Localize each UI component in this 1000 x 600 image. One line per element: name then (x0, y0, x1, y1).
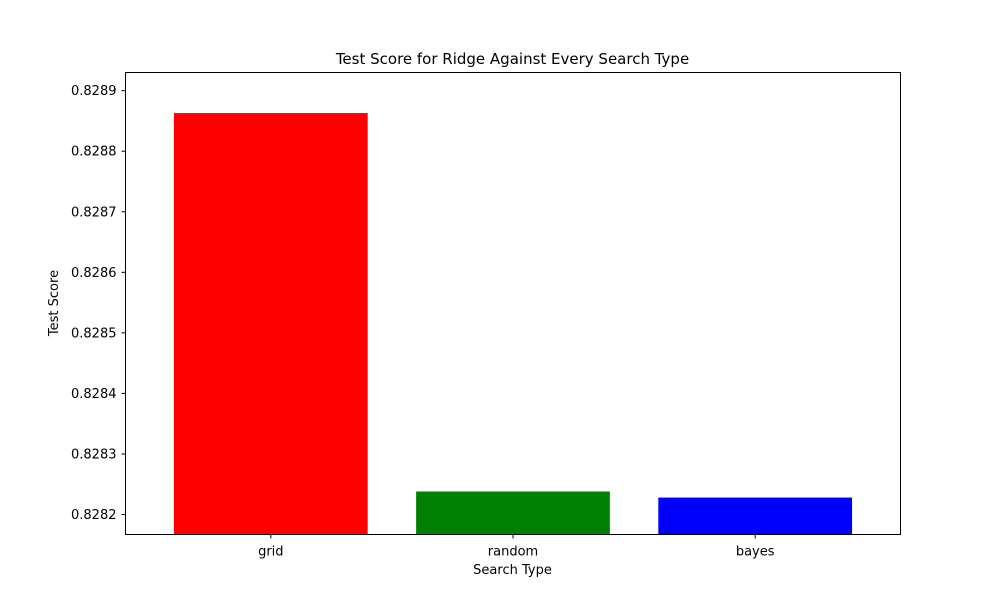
y-tick-label: 0.8287 (71, 205, 117, 220)
y-axis-label: Test Score (47, 270, 62, 337)
y-tick-label: 0.8285 (71, 326, 117, 341)
x-tick-label: bayes (736, 545, 775, 560)
y-tick-label: 0.8286 (71, 266, 117, 281)
y-tick-label: 0.8283 (71, 447, 117, 462)
y-tick-label: 0.8289 (71, 84, 117, 99)
bar-grid (173, 113, 368, 535)
x-axis-label: Search Type (473, 563, 552, 578)
y-tick-label: 0.8282 (71, 508, 117, 523)
bar-bayes (658, 497, 853, 535)
bars-group (173, 113, 853, 535)
x-tick-label: random (488, 545, 538, 560)
chart-title: Test Score for Ridge Against Every Searc… (335, 50, 689, 68)
plot-frame (125, 72, 901, 535)
x-axis: grid random bayes (258, 534, 775, 560)
y-axis: 0.8282 0.8283 0.8284 0.8285 0.8286 0.8287 0.82… (71, 84, 126, 523)
y-tick-label: 0.8288 (71, 145, 117, 160)
bar-random (416, 491, 610, 535)
y-tick-label: 0.8284 (71, 387, 117, 402)
x-tick-label: grid (258, 545, 283, 560)
